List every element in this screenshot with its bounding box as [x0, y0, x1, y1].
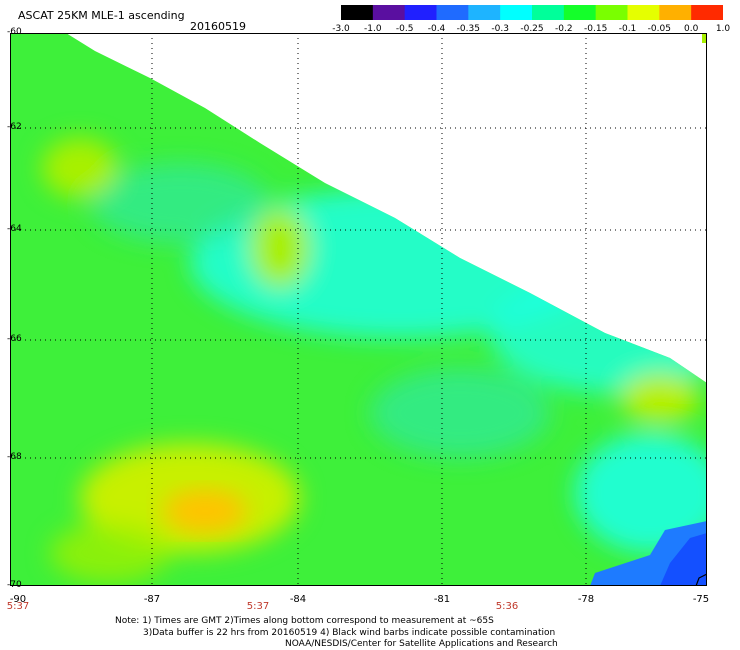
colorbar-swatch: [659, 5, 692, 20]
colorbar-tick-label: 1.0: [715, 24, 731, 34]
colorbar-swatch: [627, 5, 660, 20]
field-cyan-southeast: [575, 433, 707, 553]
colorbar-tick-label: -0.4: [427, 24, 446, 34]
note-line-1: Note: 1) Times are GMT 2)Times along bot…: [115, 616, 494, 626]
field-yellow-east: [620, 373, 700, 423]
latitude-label: -62: [7, 122, 22, 132]
longitude-label: -75: [692, 594, 710, 605]
colorbar-tick-label: -1.0: [364, 24, 382, 34]
longitude-label: -84: [289, 594, 307, 605]
colorbar-swatch: [532, 5, 565, 20]
field-aqua-west: [90, 163, 270, 243]
longitude-label: -81: [433, 594, 451, 605]
colorbar-tick-label: -0.3: [491, 24, 509, 34]
colorbar-tick-label: -0.35: [456, 24, 480, 34]
longitude-label: -87: [143, 594, 161, 605]
graticule: [10, 33, 707, 586]
field-orange-patch: [163, 489, 247, 533]
colorbar-swatch: [341, 5, 374, 20]
latitude-label: -64: [7, 224, 22, 234]
colorbar-swatch: [691, 5, 723, 20]
latitude-label: -70: [7, 580, 22, 590]
field-yellow-center: [250, 208, 310, 288]
colorbar-swatch: [500, 5, 533, 20]
field-edge-pixel: [702, 33, 707, 43]
colorbar-tick-label: -0.1: [618, 24, 637, 34]
field-blue-corner: [590, 521, 707, 586]
field-aqua-center: [370, 368, 550, 458]
time-label: 5:37: [246, 601, 270, 612]
colorbar-tick-label: -0.25: [520, 24, 544, 34]
colorbar-tick-label: -0.15: [584, 24, 608, 34]
longitude-label: -78: [577, 594, 595, 605]
longitude-label: -90: [9, 594, 27, 605]
note-line-2: 3)Data buffer is 22 hrs from 20160519 4)…: [143, 628, 556, 638]
colorbar-tick-label: -0.5: [395, 24, 414, 34]
colorbar-swatch: [404, 5, 437, 20]
colorbar-swatch: [595, 5, 628, 20]
product-title: ASCAT 25KM MLE-1 ascending: [18, 9, 185, 22]
colorbar-swatch: [436, 5, 469, 20]
latitude-label: -66: [7, 334, 22, 344]
latitude-label: -60: [7, 27, 22, 37]
map-frame: [10, 33, 707, 586]
colorbar-tick-label: -0.05: [647, 24, 671, 34]
latitude-label: -68: [7, 452, 22, 462]
colorbar-tick-label: -0.2: [555, 24, 573, 34]
colorbar-tick-label: 0.0: [683, 24, 699, 34]
note-line-3: NOAA/NESDIS/Center for Satellite Applica…: [285, 639, 558, 649]
time-label: 5:37: [6, 601, 30, 612]
colorbar-swatch: [372, 5, 406, 20]
colorbar-swatch: [563, 5, 597, 20]
colorbar: [341, 5, 723, 20]
field-yellow-nw: [42, 138, 118, 198]
product-date: 20160519: [190, 20, 246, 33]
field-yellow-sw: [50, 523, 170, 583]
colorbar-tick-label: -3.0: [332, 24, 350, 34]
map-panel: [10, 33, 707, 586]
colorbar-swatch: [468, 5, 501, 20]
time-label: 5:36: [495, 601, 519, 612]
